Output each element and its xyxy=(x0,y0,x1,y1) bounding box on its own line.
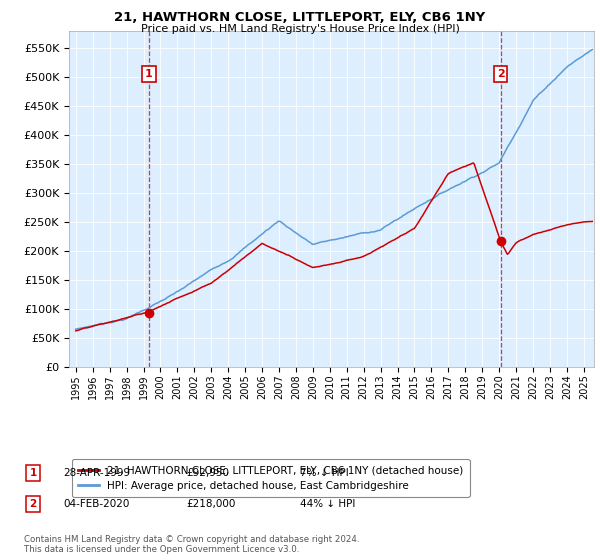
Text: 28-APR-1999: 28-APR-1999 xyxy=(63,468,130,478)
Text: Price paid vs. HM Land Registry's House Price Index (HPI): Price paid vs. HM Land Registry's House … xyxy=(140,24,460,34)
Text: 04-FEB-2020: 04-FEB-2020 xyxy=(63,499,130,509)
Text: 44% ↓ HPI: 44% ↓ HPI xyxy=(300,499,355,509)
Text: 1: 1 xyxy=(145,69,153,80)
Text: £92,950: £92,950 xyxy=(186,468,229,478)
Text: £218,000: £218,000 xyxy=(186,499,235,509)
Text: 21, HAWTHORN CLOSE, LITTLEPORT, ELY, CB6 1NY: 21, HAWTHORN CLOSE, LITTLEPORT, ELY, CB6… xyxy=(115,11,485,24)
Text: 1: 1 xyxy=(29,468,37,478)
Text: Contains HM Land Registry data © Crown copyright and database right 2024.
This d: Contains HM Land Registry data © Crown c… xyxy=(24,535,359,554)
Text: 2: 2 xyxy=(29,499,37,509)
Legend: 21, HAWTHORN CLOSE, LITTLEPORT, ELY, CB6 1NY (detached house), HPI: Average pric: 21, HAWTHORN CLOSE, LITTLEPORT, ELY, CB6… xyxy=(71,459,470,497)
Text: 7% ↓ HPI: 7% ↓ HPI xyxy=(300,468,349,478)
Text: 2: 2 xyxy=(497,69,505,80)
